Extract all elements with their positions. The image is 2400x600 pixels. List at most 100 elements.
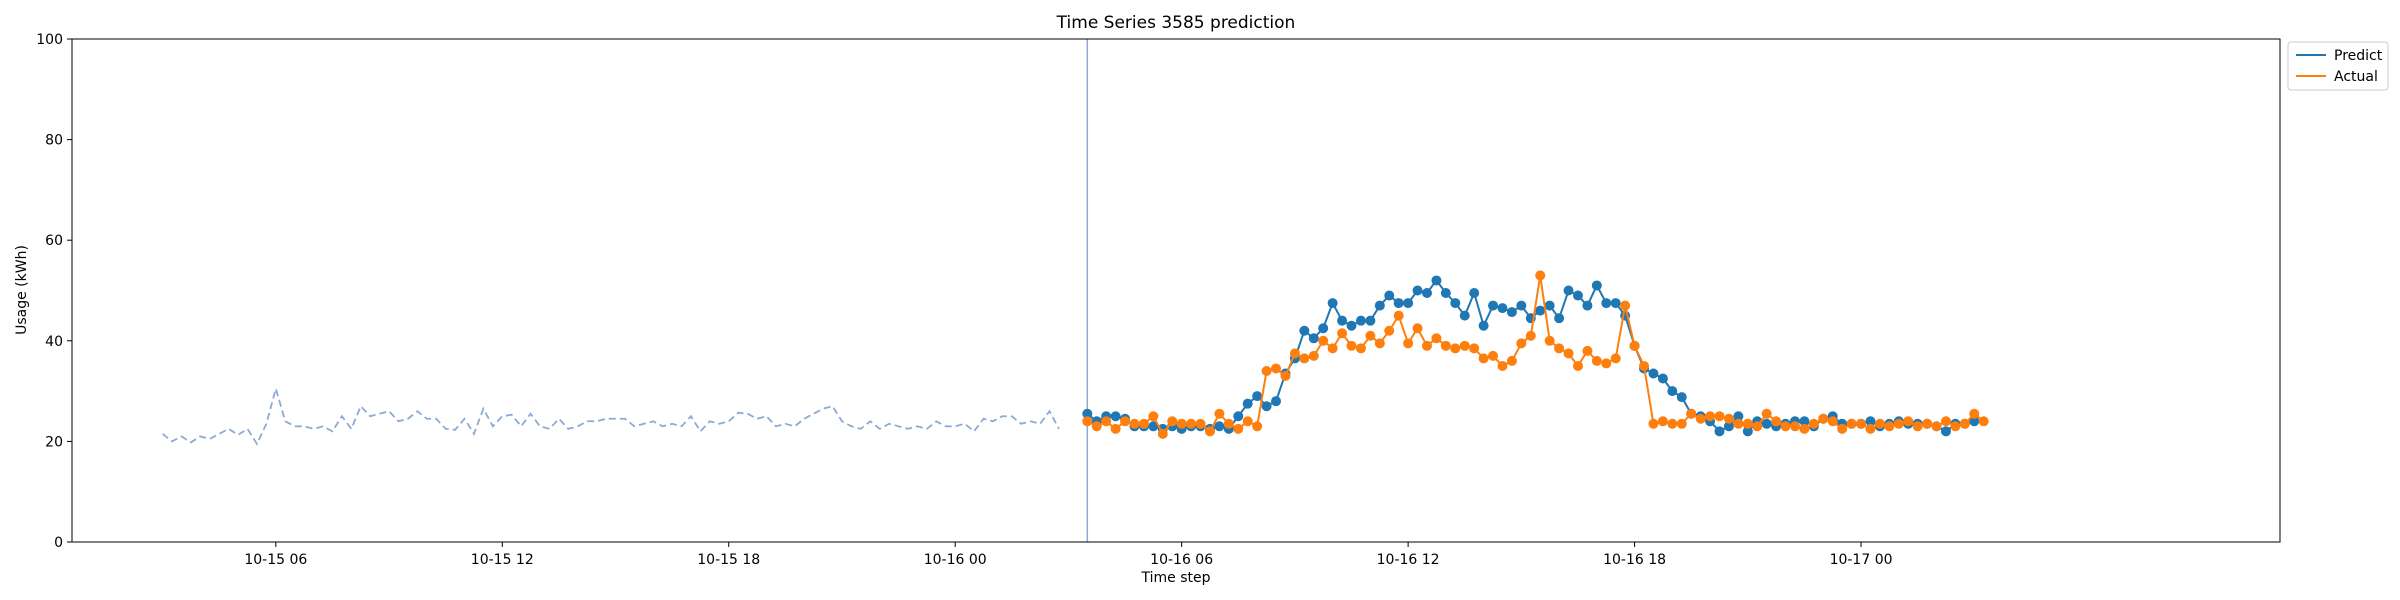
actual-point xyxy=(1554,343,1565,354)
actual-point xyxy=(1629,340,1640,351)
actual-point xyxy=(1214,408,1225,419)
actual-point xyxy=(1657,416,1668,427)
legend: Predict Actual xyxy=(2287,41,2389,91)
x-axis: 10-15 06 10-15 12 10-15 18 10-16 00 10-16 06… xyxy=(244,542,1893,568)
actual-point xyxy=(1667,418,1678,429)
actual-point xyxy=(1676,418,1687,429)
actual-point xyxy=(1620,300,1631,311)
predict-point xyxy=(1488,300,1499,311)
plot-frame xyxy=(71,38,2281,543)
actual-point xyxy=(1223,418,1234,429)
predict-point xyxy=(1723,421,1734,432)
actual-point xyxy=(1110,423,1121,434)
predict-point xyxy=(1940,426,1951,437)
predict-point xyxy=(1535,305,1546,316)
predict-point xyxy=(1667,386,1678,397)
actual-point xyxy=(1903,416,1914,427)
actual-point xyxy=(1488,350,1499,361)
predict-point xyxy=(1601,298,1612,309)
predict-point xyxy=(1657,373,1668,384)
actual-point xyxy=(1497,360,1508,371)
predict-point xyxy=(1865,416,1876,427)
actual-point xyxy=(1384,325,1395,336)
predict-point xyxy=(1478,320,1489,331)
predict-point xyxy=(1233,411,1244,422)
y-tick-label: 40 xyxy=(45,334,63,350)
predict-point xyxy=(1544,300,1555,311)
actual-point xyxy=(1374,338,1385,349)
actual-point xyxy=(1091,421,1102,432)
actual-point xyxy=(1912,421,1923,432)
predict-point xyxy=(1554,313,1565,324)
predict-point xyxy=(1421,288,1432,299)
predict-point xyxy=(1252,391,1263,402)
actual-point xyxy=(1242,416,1253,427)
actual-point xyxy=(1771,416,1782,427)
actual-point xyxy=(1271,363,1282,374)
x-tick-label: 10-15 12 xyxy=(471,552,534,568)
predict-point xyxy=(1582,300,1593,311)
actual-point xyxy=(1176,418,1187,429)
actual-point xyxy=(1469,343,1480,354)
predict-point xyxy=(1572,290,1583,301)
actual-point xyxy=(1204,426,1215,437)
y-tick-label: 0 xyxy=(54,535,63,551)
predict-point xyxy=(1242,398,1253,409)
actual-point xyxy=(1733,418,1744,429)
actual-point xyxy=(1157,428,1168,439)
actual-point xyxy=(1827,416,1838,427)
actual-point xyxy=(1884,421,1895,432)
predict-point xyxy=(1374,300,1385,311)
actual-point xyxy=(1120,416,1131,427)
actual-point xyxy=(1978,416,1989,427)
actual-point xyxy=(1865,423,1876,434)
x-tick-label: 10-16 12 xyxy=(1377,552,1440,568)
history-line xyxy=(162,385,1060,446)
x-tick-label: 10-15 18 xyxy=(697,552,760,568)
x-tick-label: 10-15 06 xyxy=(244,552,307,568)
actual-point xyxy=(1129,418,1140,429)
x-tick-label: 10-16 00 xyxy=(924,552,987,568)
actual-point xyxy=(1752,421,1763,432)
predict-point xyxy=(1393,298,1404,309)
predict-point xyxy=(1497,303,1508,314)
actual-point xyxy=(1808,418,1819,429)
actual-point xyxy=(1799,423,1810,434)
predict-point xyxy=(1761,418,1772,429)
actual-point xyxy=(1327,343,1338,354)
actual-point xyxy=(1101,416,1112,427)
actual-point xyxy=(1742,418,1753,429)
legend-actual-label: Actual xyxy=(2334,69,2378,85)
actual-point xyxy=(1412,323,1423,334)
actual-point xyxy=(1695,413,1706,424)
predict-point xyxy=(1384,290,1395,301)
actual-point xyxy=(1280,371,1291,382)
actual-point xyxy=(1601,358,1612,369)
actual-point xyxy=(1082,416,1093,427)
actual-point xyxy=(1922,418,1933,429)
actual-point xyxy=(1195,418,1206,429)
predict-point xyxy=(1563,285,1574,296)
actual-point xyxy=(1138,418,1149,429)
actual-point xyxy=(1365,330,1376,341)
actual-point xyxy=(1761,408,1772,419)
actual-point xyxy=(1874,418,1885,429)
predict-point xyxy=(1299,325,1310,336)
actual-point xyxy=(1610,353,1621,364)
predict-point xyxy=(1714,426,1725,437)
predict-point xyxy=(1969,416,1980,427)
actual-point xyxy=(1639,360,1650,371)
predict-point xyxy=(1214,421,1225,432)
actual-point xyxy=(1355,343,1366,354)
actual-point xyxy=(1940,416,1951,427)
predict-point xyxy=(1082,408,1093,419)
actual-point xyxy=(1289,348,1300,359)
x-tick-label: 10-16 18 xyxy=(1603,552,1666,568)
actual-point xyxy=(1686,408,1697,419)
predict-point xyxy=(1110,411,1121,422)
predict-point xyxy=(1516,300,1527,311)
actual-point xyxy=(1818,413,1829,424)
actual-point xyxy=(1535,270,1546,281)
predict-point xyxy=(1261,401,1272,412)
